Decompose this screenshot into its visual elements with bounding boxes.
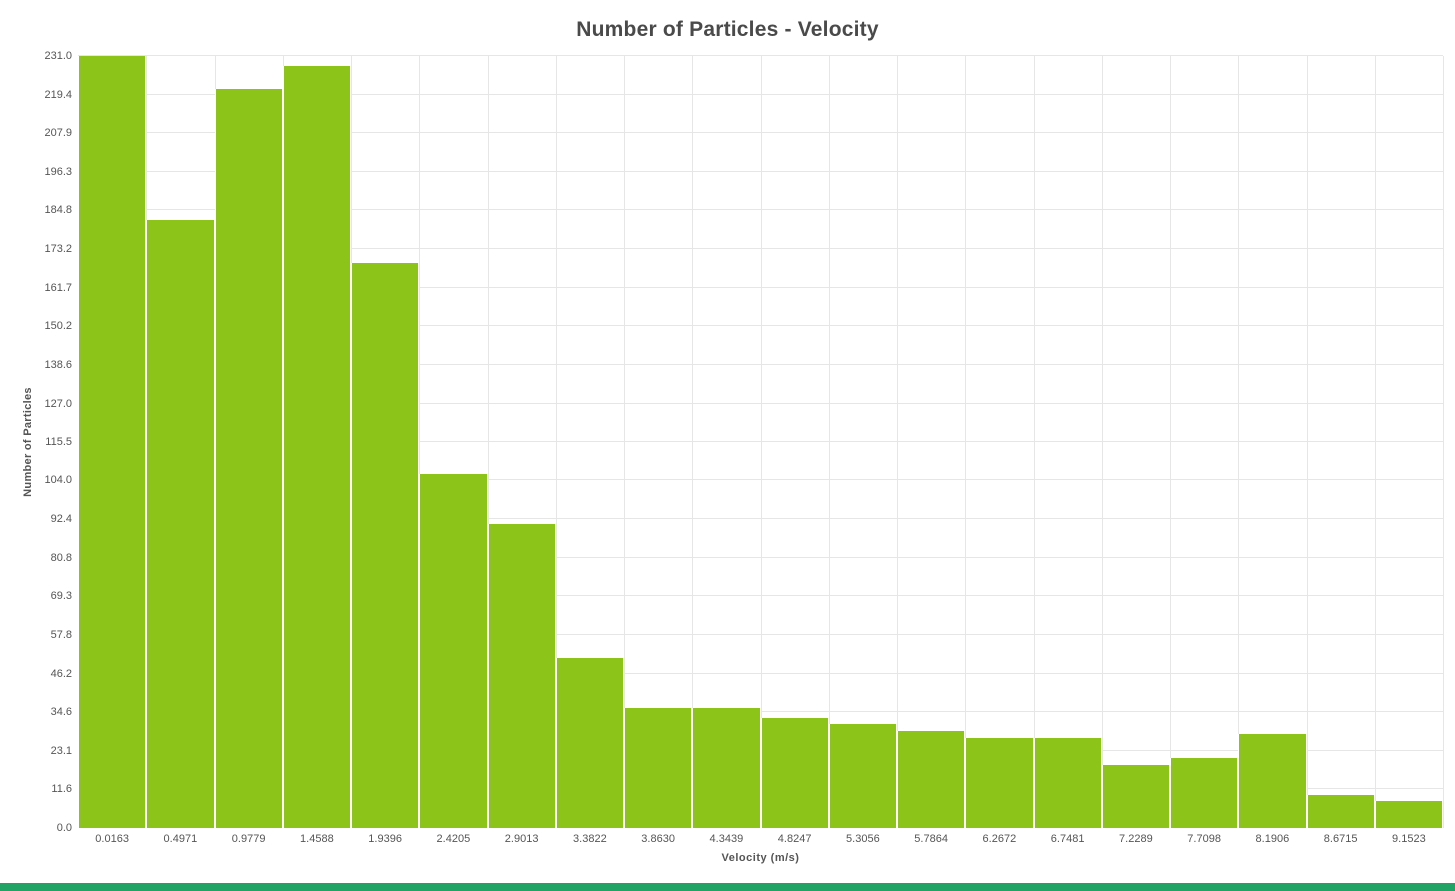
x-axis-title: Velocity (m/s) <box>721 852 800 864</box>
gridline-vertical <box>487 56 489 828</box>
y-tick-label: 115.5 <box>45 436 72 448</box>
histogram-bar[interactable] <box>282 66 351 828</box>
histogram-bar[interactable] <box>1238 734 1307 828</box>
gridline-vertical <box>555 56 557 828</box>
x-tick-label: 8.1906 <box>1255 833 1290 845</box>
histogram-bar[interactable] <box>897 731 966 828</box>
y-tick-label: 231.0 <box>44 50 72 62</box>
y-tick-label: 207.9 <box>44 127 72 140</box>
gridline-vertical <box>965 56 967 828</box>
gridline-vertical <box>1306 56 1308 828</box>
x-tick-label: 7.7098 <box>1187 833 1221 845</box>
y-axis-ticks: 0.0 11.6 23.1 34.6 46.2 57.8 69.3 80.8 92.4 104.0… <box>0 50 72 834</box>
histogram-bar[interactable] <box>555 657 624 828</box>
x-tick-label: 2.4205 <box>436 833 471 845</box>
x-tick-label: 3.3822 <box>573 833 607 845</box>
y-tick-label: 104.0 <box>44 474 72 487</box>
x-tick-label: 4.3439 <box>709 833 744 845</box>
histogram-bar[interactable] <box>965 737 1034 828</box>
y-tick-label: 23.1 <box>50 744 72 757</box>
gridline-vertical <box>624 56 625 828</box>
x-tick-label: 1.9396 <box>368 833 402 845</box>
histogram-bar[interactable] <box>78 56 147 828</box>
y-tick-label: 138.6 <box>44 358 72 371</box>
y-tick-label: 219.4 <box>44 88 72 101</box>
footer-strip <box>0 883 1455 891</box>
x-tick-label: 5.3056 <box>846 833 880 845</box>
histogram-bar[interactable] <box>214 89 283 828</box>
chart-title: Number of Particles - Velocity <box>576 18 879 41</box>
y-tick-label: 196.3 <box>44 165 72 178</box>
gridline-vertical <box>1374 56 1376 828</box>
x-tick-label: 6.7481 <box>1050 833 1085 845</box>
gridline-vertical <box>1033 56 1035 828</box>
y-tick-label: 92.4 <box>50 513 72 526</box>
histogram-bar[interactable] <box>351 263 420 828</box>
histogram-bar[interactable] <box>760 717 829 828</box>
gridline-vertical <box>828 56 830 828</box>
x-tick-label: 8.6715 <box>1323 833 1358 845</box>
y-tick-label: 69.3 <box>50 590 72 603</box>
y-tick-label: 11.6 <box>51 783 72 796</box>
y-tick-label: 80.8 <box>50 551 72 564</box>
x-tick-label: 9.1523 <box>1392 833 1426 845</box>
gridline-vertical <box>760 56 762 828</box>
x-tick-label: 7.2289 <box>1119 833 1153 845</box>
y-tick-label: 46.2 <box>50 667 72 680</box>
gridline-vertical <box>419 56 421 828</box>
histogram-bar[interactable] <box>1033 737 1102 828</box>
histogram-bar[interactable] <box>1306 794 1375 828</box>
histogram-bar[interactable] <box>419 473 488 828</box>
x-tick-label: 0.0163 <box>95 833 129 845</box>
histogram-bar[interactable] <box>487 523 556 828</box>
histogram-bar[interactable] <box>828 724 897 828</box>
gridline-vertical <box>897 56 898 828</box>
x-tick-label: 4.8247 <box>777 833 812 845</box>
x-tick-label: 5.7864 <box>914 833 948 845</box>
x-tick-label: 0.9779 <box>231 833 266 845</box>
y-tick-label: 150.2 <box>44 320 72 333</box>
gridline-vertical <box>1101 56 1103 828</box>
y-tick-label: 57.8 <box>50 628 72 641</box>
y-tick-label: 161.7 <box>44 281 72 294</box>
plot-area <box>78 55 1444 828</box>
x-axis-ticks: 0.0163 0.4971 0.9779 1.4588 1.9396 2.4205 2.90… <box>78 833 1443 849</box>
y-tick-label: 34.6 <box>50 706 72 719</box>
y-tick-label: 127.0 <box>44 397 72 410</box>
histogram-bar[interactable] <box>1101 764 1170 828</box>
y-tick-label: 184.8 <box>44 204 72 217</box>
gridline-vertical <box>1170 56 1171 828</box>
x-tick-label: 3.8630 <box>641 833 675 845</box>
y-tick-label: 173.2 <box>44 243 72 256</box>
histogram-bar[interactable] <box>146 219 215 828</box>
gridline-vertical <box>692 56 694 828</box>
histogram-bar[interactable] <box>624 707 693 828</box>
x-tick-label: 0.4971 <box>163 833 198 845</box>
x-tick-label: 2.9013 <box>504 833 539 845</box>
gridline-vertical <box>1443 56 1444 828</box>
x-tick-label: 6.2672 <box>982 833 1017 845</box>
histogram-bar[interactable] <box>692 707 761 828</box>
gridline-horizontal <box>78 55 1443 56</box>
gridline-vertical <box>1238 56 1240 828</box>
histogram-bar[interactable] <box>1170 757 1239 828</box>
y-tick-label: 0.0 <box>56 822 72 834</box>
histogram-bar[interactable] <box>1374 801 1443 828</box>
x-tick-label: 1.4588 <box>300 833 334 845</box>
